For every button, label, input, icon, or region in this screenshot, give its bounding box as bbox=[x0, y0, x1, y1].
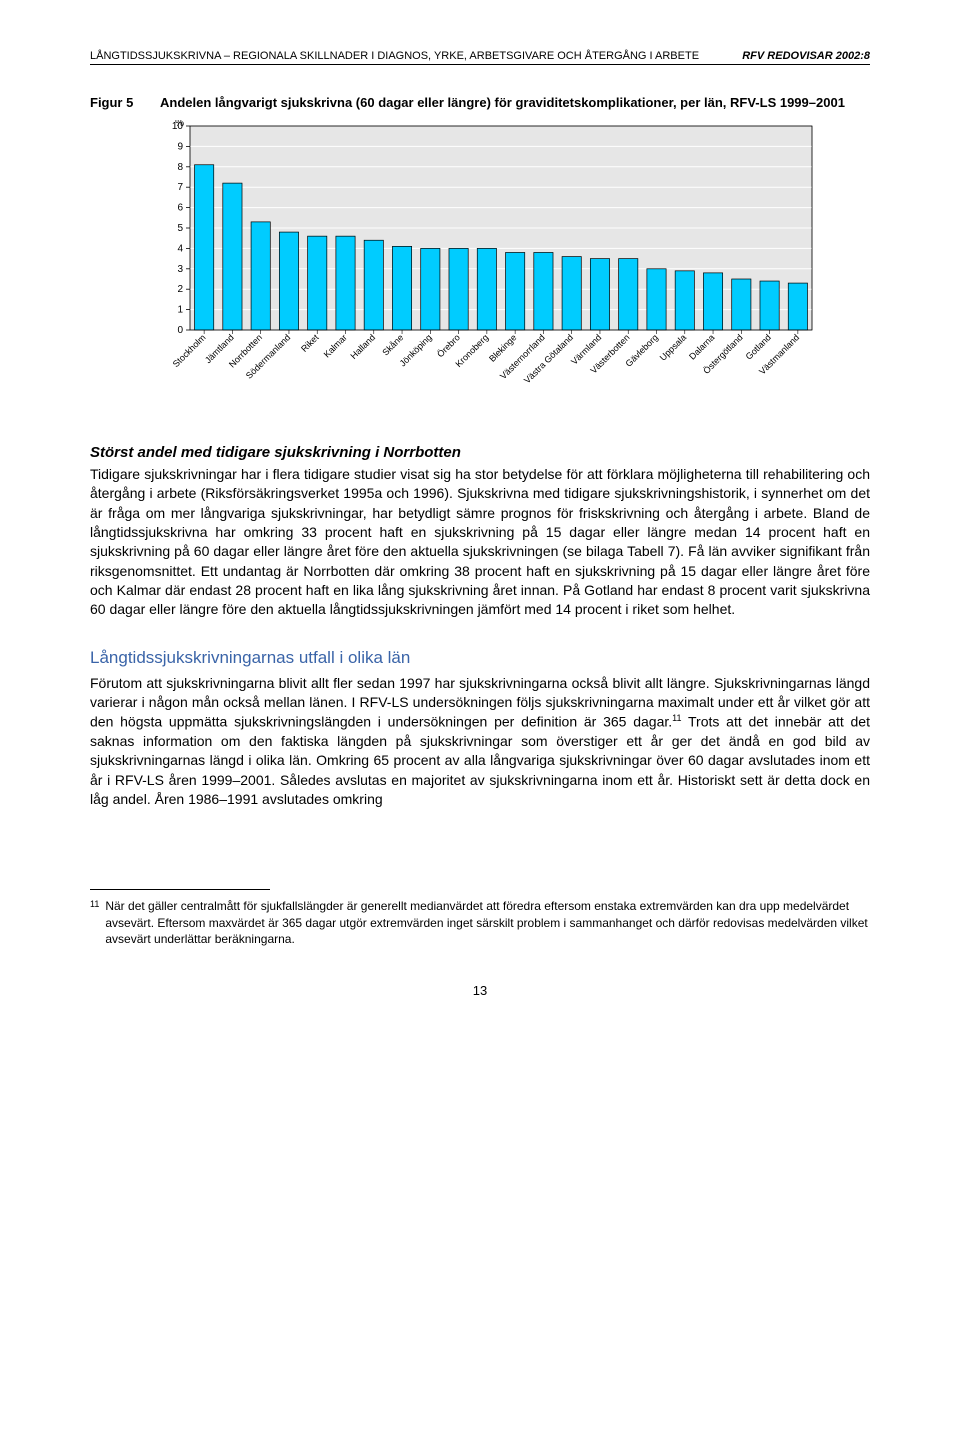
section1-body: Tidigare sjukskrivningar har i flera tid… bbox=[90, 465, 870, 620]
svg-text:Uppsala: Uppsala bbox=[658, 332, 688, 362]
svg-text:0: 0 bbox=[177, 325, 183, 336]
svg-text:Riket: Riket bbox=[299, 332, 321, 354]
svg-text:8: 8 bbox=[177, 162, 183, 173]
bar-chart: 012345678910%StockholmJämtlandNorrbotten… bbox=[160, 120, 870, 420]
svg-text:Kalmar: Kalmar bbox=[322, 332, 349, 359]
section2-title: Långtidssjukskrivningarnas utfall i olik… bbox=[90, 648, 870, 668]
svg-text:Stockholm: Stockholm bbox=[171, 332, 208, 369]
figure-caption-row: Figur 5 Andelen långvarigt sjukskrivna (… bbox=[90, 95, 870, 110]
svg-text:9: 9 bbox=[177, 141, 183, 152]
footnote-marker: 11 bbox=[672, 713, 681, 723]
svg-text:%: % bbox=[175, 120, 184, 129]
footnote-separator bbox=[90, 889, 270, 890]
page-header: LÅNGTIDSSJUKSKRIVNA – REGIONALA SKILLNAD… bbox=[90, 50, 870, 65]
svg-text:Halland: Halland bbox=[349, 332, 378, 361]
svg-text:4: 4 bbox=[177, 243, 183, 254]
footnote-text: När det gäller centralmått för sjukfalls… bbox=[105, 898, 870, 947]
svg-text:5: 5 bbox=[177, 223, 183, 234]
header-left: LÅNGTIDSSJUKSKRIVNA – REGIONALA SKILLNAD… bbox=[90, 50, 699, 62]
header-right: RFV REDOVISAR 2002:8 bbox=[742, 50, 870, 62]
section1-title: Störst andel med tidigare sjukskrivning … bbox=[90, 444, 870, 461]
svg-text:6: 6 bbox=[177, 203, 183, 214]
footnote-number: 11 bbox=[90, 898, 99, 947]
svg-text:Skåne: Skåne bbox=[380, 332, 405, 357]
figure-label: Figur 5 bbox=[90, 95, 160, 110]
svg-text:1: 1 bbox=[177, 305, 183, 316]
svg-text:7: 7 bbox=[177, 182, 183, 193]
chart-svg: 012345678910%StockholmJämtlandNorrbotten… bbox=[160, 120, 820, 420]
svg-text:Västra Götaland: Västra Götaland bbox=[522, 332, 575, 385]
page-number: 13 bbox=[90, 983, 870, 998]
svg-text:3: 3 bbox=[177, 264, 183, 275]
svg-text:2: 2 bbox=[177, 284, 183, 295]
figure-caption: Andelen långvarigt sjukskrivna (60 dagar… bbox=[160, 95, 845, 110]
svg-text:Örebro: Örebro bbox=[435, 332, 462, 359]
footnote: 11 När det gäller centralmått för sjukfa… bbox=[90, 898, 870, 947]
section2-body: Förutom att sjukskrivningarna blivit all… bbox=[90, 674, 870, 810]
